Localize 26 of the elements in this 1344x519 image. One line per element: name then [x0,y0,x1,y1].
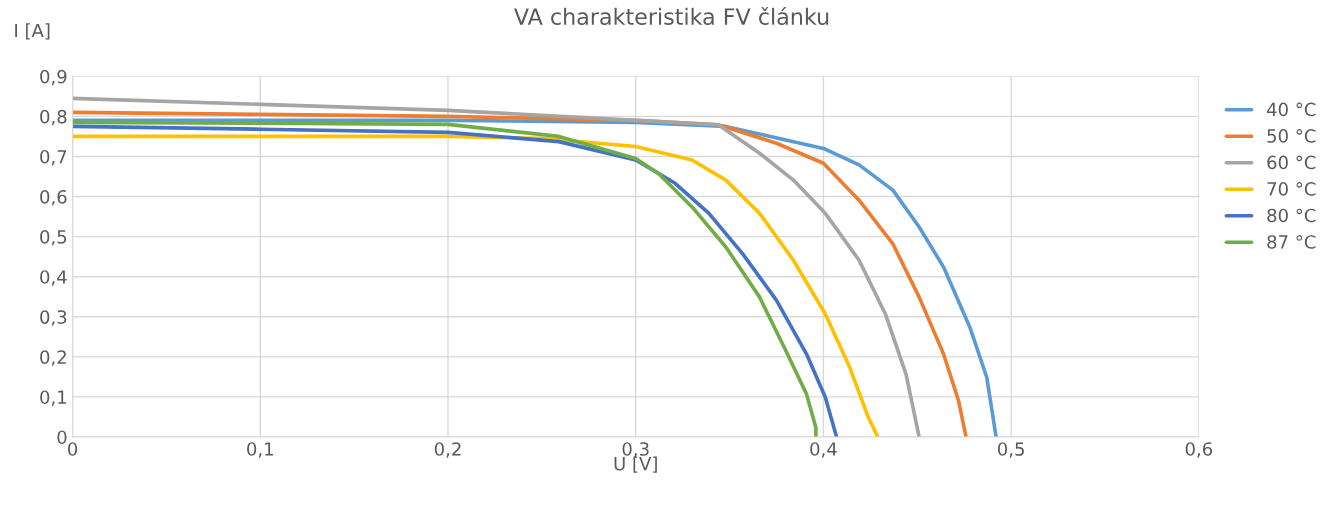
y-tick-label: 0,3 [40,310,67,326]
chart-title: VA charakteristika FV článku [514,6,829,25]
y-tick-label: 0,4 [40,270,67,286]
legend-label: 70 °C [1267,182,1316,196]
x-axis-title: U [V] [614,456,657,473]
y-tick-label: 0,2 [40,350,66,366]
x-tick-label: 0,4 [810,442,837,458]
legend-label: 80 °C [1267,208,1316,223]
legend-label: 60 °C [1267,155,1316,170]
x-tick-label: 0,3 [622,442,649,458]
y-tick-label: 0 [57,430,67,445]
x-tick-label: 0,2 [434,442,461,458]
x-tick-label: 0 [68,442,78,456]
y-tick-label: 0,7 [40,149,67,166]
x-tick-label: 0,5 [997,442,1024,458]
x-tick-label: 0,6 [1185,442,1213,458]
y-tick-label: 0,8 [40,109,67,126]
legend-label: 50 °C [1267,129,1316,143]
legend-label: 87 °C [1267,235,1316,249]
y-tick-label: 0,1 [40,390,67,406]
x-tick-label: 0,1 [247,442,273,458]
y-axis-title: I [A] [15,23,50,40]
y-tick-label: 0,6 [40,189,67,206]
legend-label: 40 °C [1266,102,1316,117]
y-tick-label: 0,9 [40,69,67,86]
y-tick-label: 0,5 [40,230,67,246]
